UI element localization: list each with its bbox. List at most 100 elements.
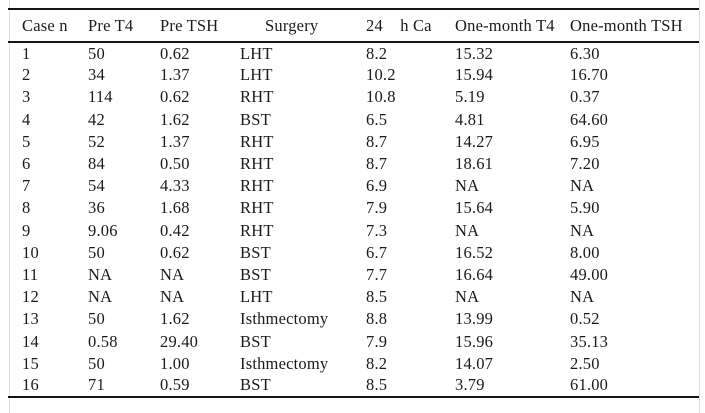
table-cell: NA	[570, 176, 595, 196]
table-row: 16 71 0.59 BST 8.5 3.79 61.00	[8, 375, 699, 397]
table-cell: 2	[22, 65, 31, 85]
table-cell: 16.52	[455, 242, 494, 262]
table-cell: 4.81	[455, 109, 485, 129]
table-cell: 14	[22, 331, 39, 351]
table-cell: 1.37	[160, 65, 190, 85]
table-cell: Isthmectomy	[240, 353, 329, 373]
table-cell: 11	[22, 264, 39, 284]
table-cell: 16	[22, 375, 39, 395]
table-cell: 1.68	[160, 198, 190, 218]
table-cell: 9	[22, 220, 31, 240]
table-cell: 14.07	[455, 353, 494, 373]
table-cell: 52	[88, 131, 105, 151]
table-cell: 50	[88, 353, 105, 373]
table-cell: 8	[22, 198, 31, 218]
table-row: 4 42 1.62 BST 6.5 4.81 64.60	[8, 109, 699, 131]
column-header-2: Pre TSH	[160, 15, 219, 35]
table-cell: BST	[240, 264, 271, 284]
table-cell: 18.61	[455, 154, 494, 174]
table-cell: RHT	[240, 198, 274, 218]
table-cell: LHT	[240, 287, 273, 307]
table-cell: 1.00	[160, 353, 190, 373]
table-cell: 71	[88, 375, 105, 395]
table-cell: 8.5	[366, 375, 388, 395]
table-cell: 4.33	[160, 176, 190, 196]
table-cell: 5.19	[455, 87, 485, 107]
table-cell: RHT	[240, 154, 274, 174]
table-cell: 0.59	[160, 375, 190, 395]
page-edge-left	[9, 0, 10, 413]
table-cell: LHT	[240, 43, 273, 63]
table-cell: 1	[22, 43, 31, 63]
table-cell: 3	[22, 87, 31, 107]
table-cell: 4	[22, 109, 31, 129]
table-cell: 6.9	[366, 176, 388, 196]
table-row: 8 36 1.68 RHT 7.9 15.64 5.90	[8, 197, 699, 219]
table-cell: 5.90	[570, 198, 600, 218]
table-cell: 34	[88, 65, 105, 85]
page-edge-right	[699, 0, 700, 413]
table-cell: 0.62	[160, 43, 190, 63]
table-cell: RHT	[240, 176, 274, 196]
table-cell: 0.62	[160, 242, 190, 262]
table-cell: 54	[88, 176, 105, 196]
table-cell: 6	[22, 154, 31, 174]
column-header-6: One-month TSH	[570, 15, 683, 35]
table-row: 7 54 4.33 RHT 6.9 NA NA	[8, 175, 699, 197]
table-cell: 6.30	[570, 43, 600, 63]
table-cell: 7.9	[366, 198, 388, 218]
cases-table: Case n Pre T4 Pre TSH Surgery 24 h Ca One-mon…	[8, 8, 699, 398]
table-row: 15 50 1.00 Isthmectomy 8.2 14.07 2.50	[8, 353, 699, 375]
table-cell: 0.62	[160, 87, 190, 107]
table-cell: 0.58	[88, 331, 118, 351]
column-header-3: Surgery	[265, 15, 319, 35]
table-cell: 8.7	[366, 154, 388, 174]
column-header-4: 24 h Ca	[366, 15, 432, 35]
table-header: Case n Pre T4 Pre TSH Surgery 24 h Ca One-mon…	[8, 9, 699, 42]
table-cell: 64.60	[570, 109, 609, 129]
table-cell: 36	[88, 198, 105, 218]
table-cell: 8.7	[366, 131, 388, 151]
table-cell: 7	[22, 176, 31, 196]
table-cell: 15	[22, 353, 39, 373]
table-cell: BST	[240, 331, 271, 351]
table-cell: 61.00	[570, 375, 609, 395]
table-row: 5 52 1.37 RHT 8.7 14.27 6.95	[8, 131, 699, 153]
table-cell: BST	[240, 375, 271, 395]
column-header-0: Case n	[22, 15, 68, 35]
table-cell: 10	[22, 242, 39, 262]
table-cell: BST	[240, 242, 271, 262]
table-cell: 13.99	[455, 309, 494, 329]
table-cell: 15.94	[455, 65, 494, 85]
table-row: 9 9.06 0.42 RHT 7.3 NA NA	[8, 220, 699, 242]
table-cell: 8.2	[366, 43, 388, 63]
table-cell: 6.5	[366, 109, 388, 129]
table-row: 12 NA NA LHT 8.5 NA NA	[8, 286, 699, 308]
table-row: 3 114 0.62 RHT 10.8 5.19 0.37	[8, 86, 699, 108]
table-cell: 8.00	[570, 242, 600, 262]
table-cell: 0.52	[570, 309, 600, 329]
table-row: 10 50 0.62 BST 6.7 16.52 8.00	[8, 242, 699, 264]
header-row: Case n Pre T4 Pre TSH Surgery 24 h Ca One-mon…	[8, 9, 699, 42]
table-cell: 1.62	[160, 309, 190, 329]
table-cell: 15.32	[455, 43, 494, 63]
table-cell: 6.7	[366, 242, 388, 262]
table-cell: NA	[455, 287, 480, 307]
table-cell: 7.7	[366, 264, 388, 284]
table-cell: 0.50	[160, 154, 190, 174]
table-cell: 7.20	[570, 154, 600, 174]
table-cell: 35.13	[570, 331, 609, 351]
table-row: 1 50 0.62 LHT 8.2 15.32 6.30	[8, 42, 699, 64]
table-cell: NA	[570, 220, 595, 240]
table-cell: 3.79	[455, 375, 485, 395]
table-cell: 10.2	[366, 65, 396, 85]
table-cell: NA	[88, 287, 113, 307]
table-cell: 0.37	[570, 87, 600, 107]
table-row: 13 50 1.62 Isthmectomy 8.8 13.99 0.52	[8, 308, 699, 330]
table-cell: 6.95	[570, 131, 600, 151]
column-header-1: Pre T4	[88, 15, 134, 35]
table-cell: NA	[160, 287, 185, 307]
table-cell: Isthmectomy	[240, 309, 329, 329]
table-cell: NA	[570, 287, 595, 307]
